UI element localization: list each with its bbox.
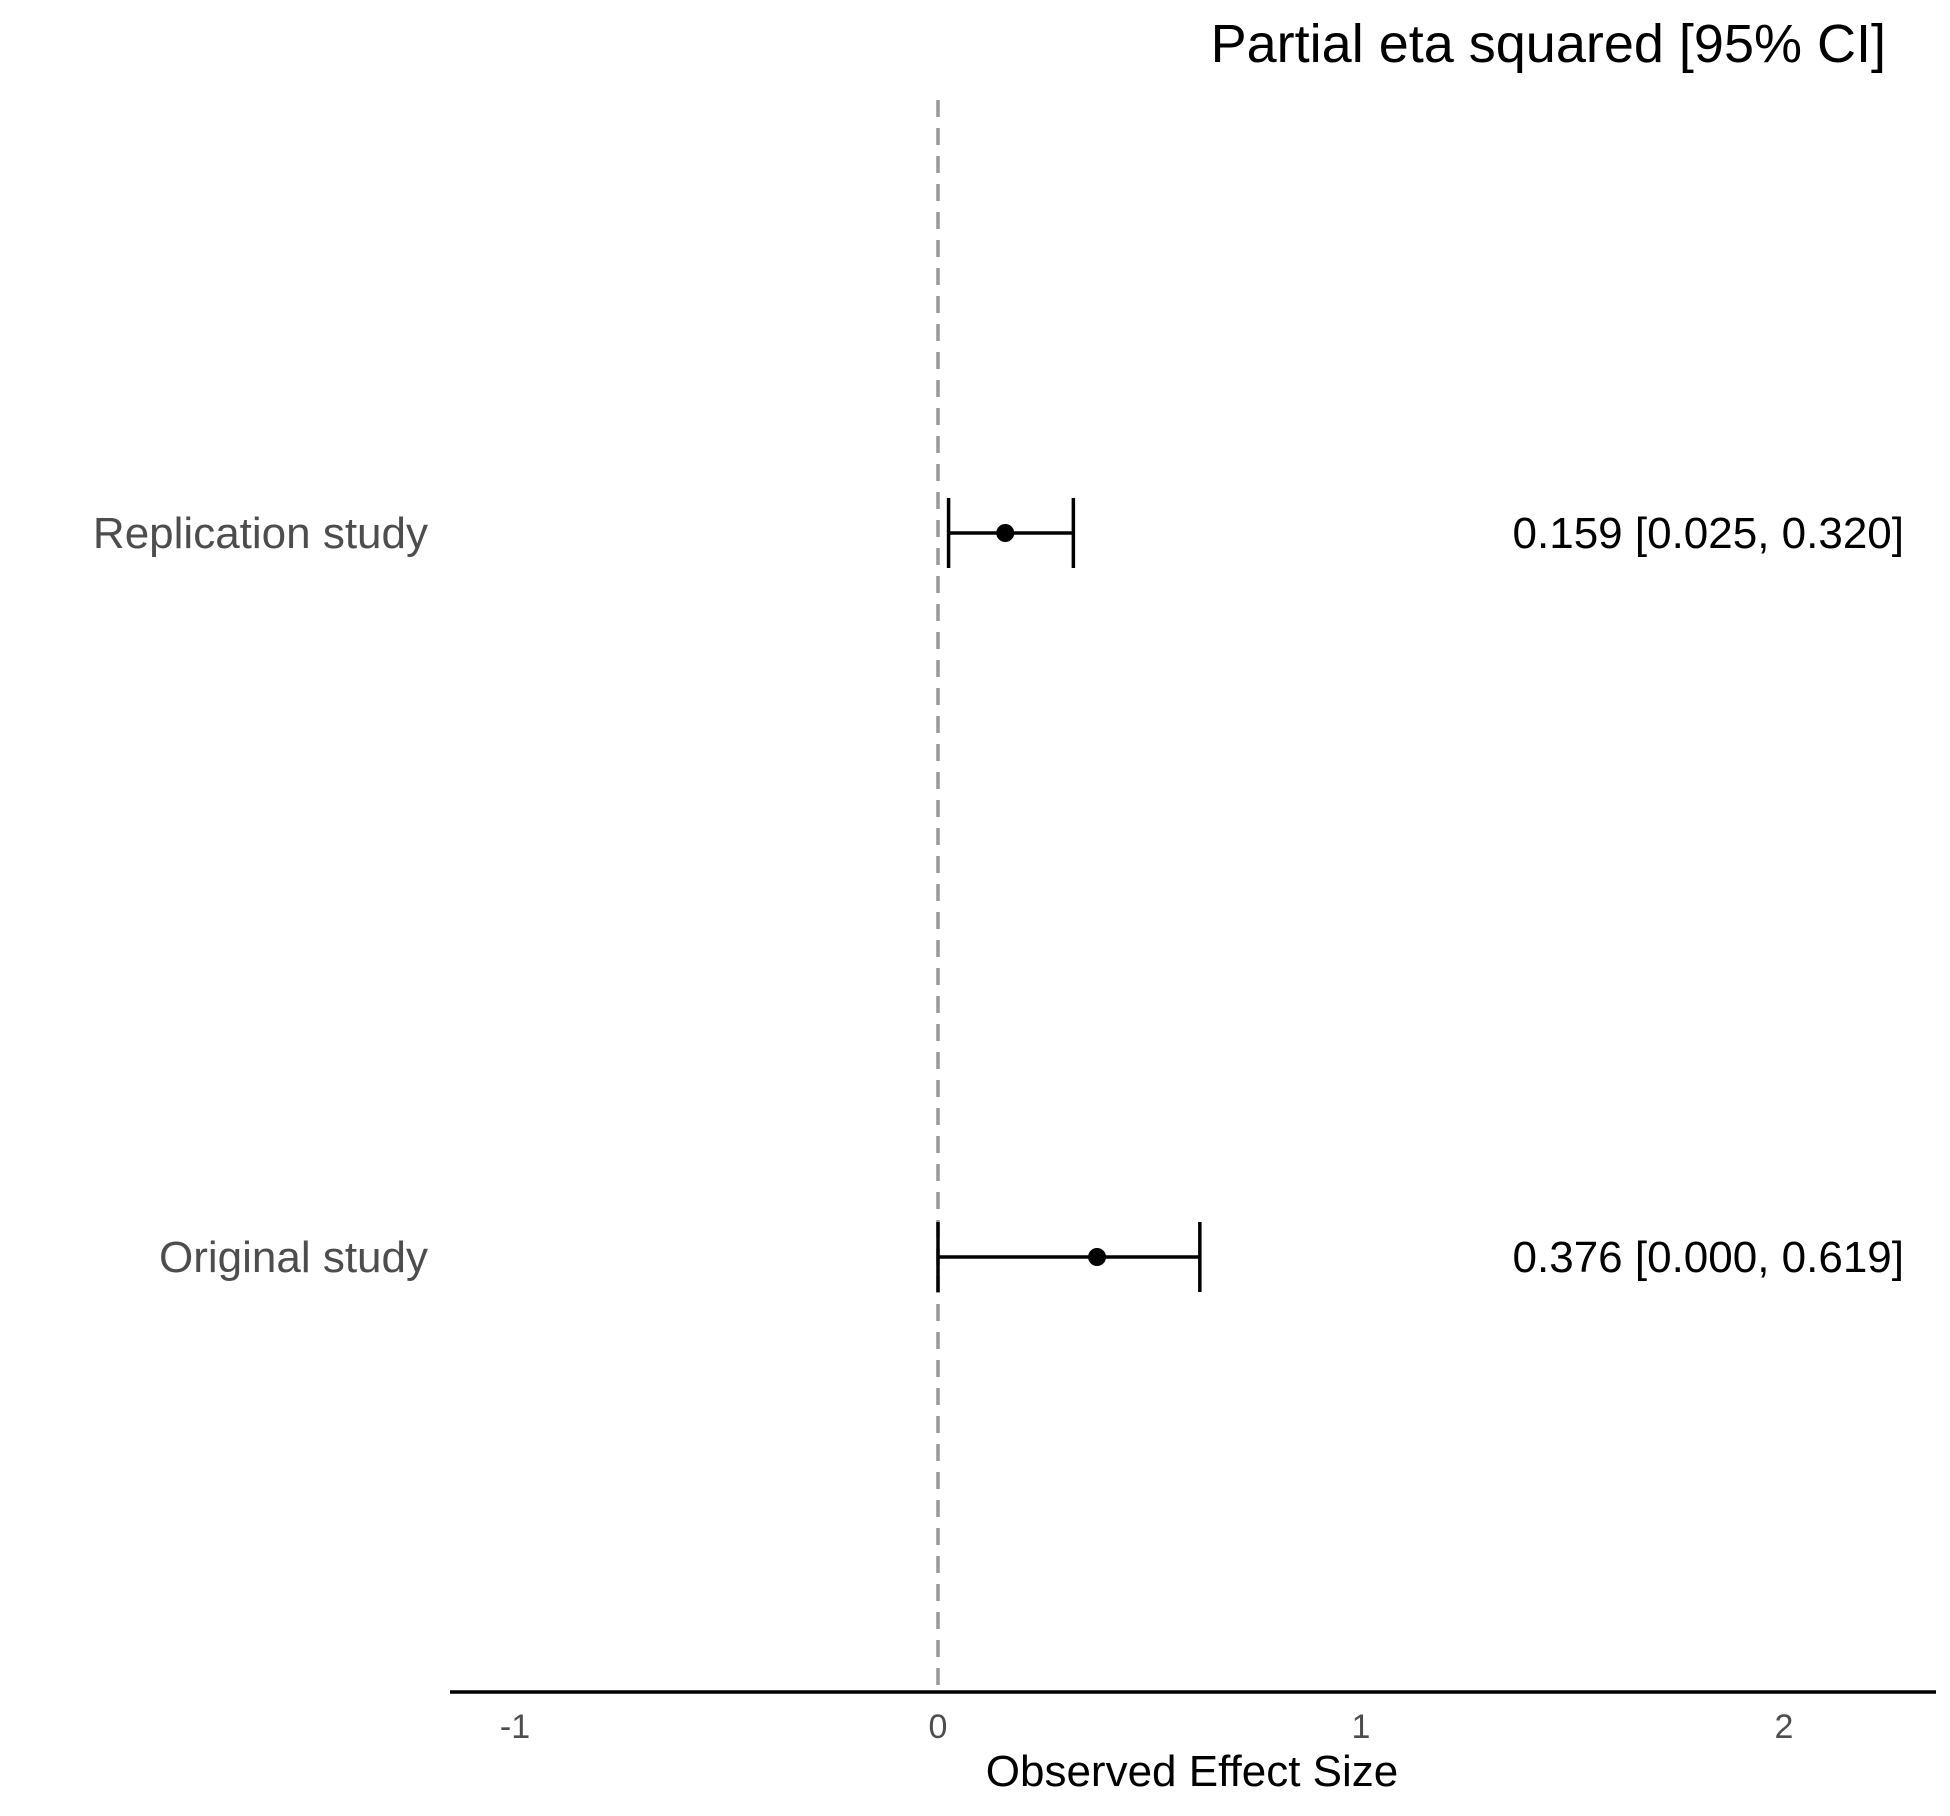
x-tick-label: 2	[1775, 1708, 1794, 1746]
point-estimate	[996, 524, 1015, 542]
x-axis-title: Observed Effect Size	[986, 1747, 1399, 1796]
ci-text: 0.159 [0.025, 0.320]	[1513, 509, 1904, 558]
column-header: Partial eta squared [95% CI]	[1211, 14, 1886, 74]
forest-row: Original study 0.376 [0.000, 0.619]	[159, 1222, 1904, 1292]
rows-layer: Replication study 0.159 [0.025, 0.320] Ori…	[93, 498, 1904, 1292]
x-tick-label: 0	[929, 1708, 948, 1746]
ci-text: 0.376 [0.000, 0.619]	[1513, 1233, 1904, 1282]
point-estimate	[1088, 1248, 1107, 1266]
study-label: Replication study	[93, 509, 428, 558]
forest-row: Replication study 0.159 [0.025, 0.320]	[93, 498, 1904, 568]
x-tick-label: 1	[1352, 1708, 1371, 1746]
study-label: Original study	[159, 1233, 428, 1282]
x-tick-label: -1	[500, 1708, 530, 1746]
x-axis: -1 0 1 2	[450, 1690, 1936, 1746]
